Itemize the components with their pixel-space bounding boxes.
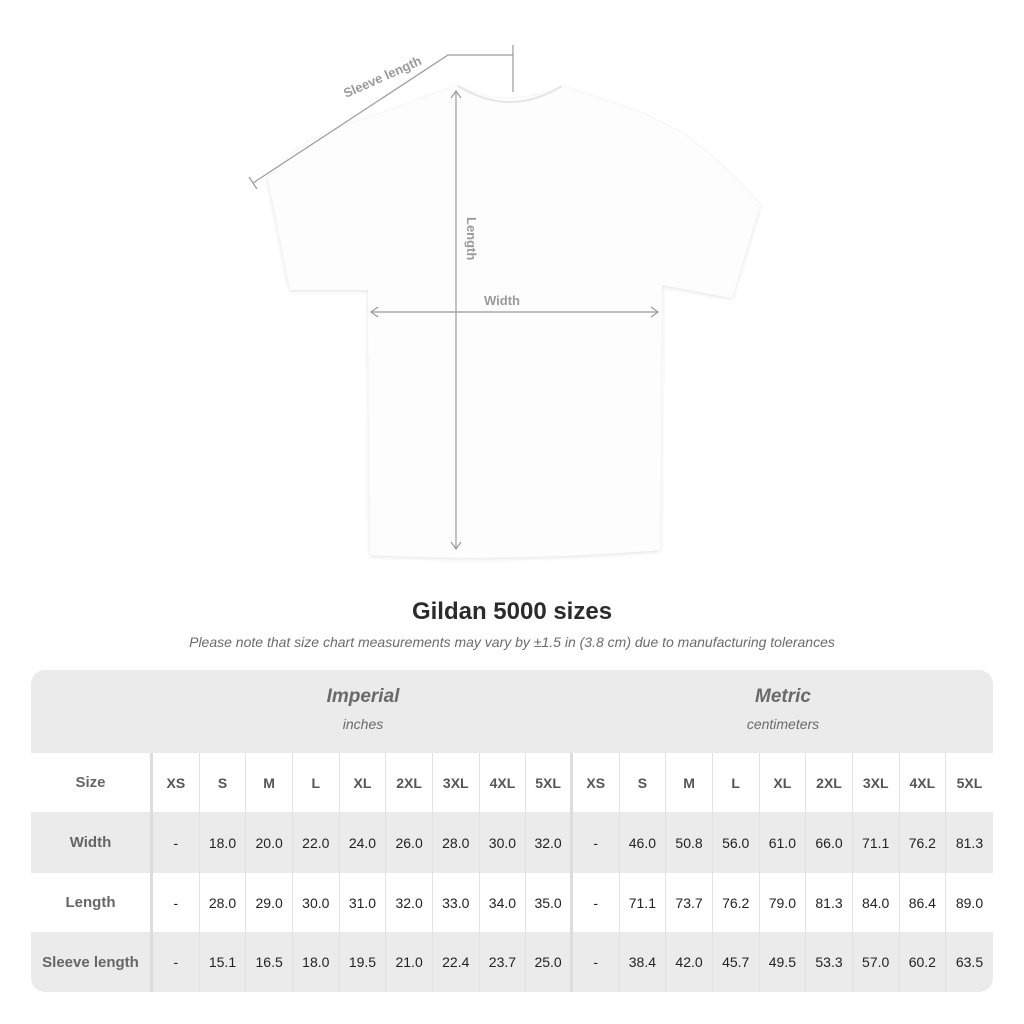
table-cell: 45.7 bbox=[713, 932, 760, 992]
table-cell: 18.0 bbox=[293, 932, 340, 992]
table-cell: 24.0 bbox=[340, 812, 387, 873]
table-cell: 81.3 bbox=[806, 873, 853, 932]
imperial-header: Imperial inches bbox=[153, 686, 573, 732]
size-header-cell: L bbox=[713, 753, 760, 812]
table-cell: - bbox=[573, 812, 620, 873]
table-cell: 60.2 bbox=[900, 932, 947, 992]
tshirt-shape bbox=[268, 86, 760, 558]
size-header-row: Size XS S M L XL 2XL 3XL 4XL 5XL XS S M L XL 2XL 3XL 4XL 5… bbox=[31, 753, 993, 812]
table-cell: 19.5 bbox=[340, 932, 387, 992]
table-cell: 63.5 bbox=[955, 954, 984, 970]
size-header-cell: XS bbox=[573, 753, 620, 812]
table-cell: 42.0 bbox=[666, 932, 713, 992]
table-cell: 38.4 bbox=[620, 932, 667, 992]
metric-unit: centimeters bbox=[746, 716, 820, 732]
size-header-cell: 4XL bbox=[480, 753, 527, 812]
table-cell: 73.7 bbox=[666, 873, 713, 932]
size-header-cell: 2XL bbox=[386, 753, 433, 812]
table-row: Length -28.0 29.0 30.0 31.0 32.0 33.0 34.0 35.0-… bbox=[31, 873, 993, 932]
table-cell: 30.0 bbox=[293, 873, 340, 932]
table-cell: 57.0 bbox=[853, 932, 900, 992]
size-table: Imperial inches Metric centimeters Size XS S… bbox=[31, 670, 993, 992]
table-cell: 22.0 bbox=[293, 812, 340, 873]
imperial-unit: inches bbox=[342, 716, 384, 732]
table-cell: 50.8 bbox=[666, 812, 713, 873]
sleeve-length-label: Sleeve length bbox=[341, 53, 424, 101]
table-cell: 84.0 bbox=[853, 873, 900, 932]
size-header-cell: 4XL bbox=[900, 753, 947, 812]
length-label: Length bbox=[464, 217, 479, 260]
size-header-cell: L bbox=[293, 753, 340, 812]
row-label: Sleeve length bbox=[31, 932, 153, 992]
table-cell: 81.3 bbox=[955, 834, 984, 851]
tolerance-note: Please note that size chart measurements… bbox=[189, 634, 835, 650]
table-header: Imperial inches Metric centimeters bbox=[31, 670, 993, 753]
table-cell: 32.0 bbox=[526, 812, 573, 873]
table-cell: 89.0 bbox=[955, 894, 984, 911]
table-cell: 61.0 bbox=[760, 812, 807, 873]
row-label: Length bbox=[31, 873, 153, 932]
table-cell: 33.0 bbox=[433, 873, 480, 932]
size-header-cell: 3XL bbox=[433, 753, 480, 812]
size-header-cell: 5XL bbox=[956, 774, 983, 791]
row-label: Width bbox=[31, 812, 153, 873]
imperial-title: Imperial bbox=[326, 686, 400, 707]
table-cell: 18.0 bbox=[200, 812, 247, 873]
table-cell: 86.4 bbox=[900, 873, 947, 932]
table-cell: - bbox=[573, 873, 620, 932]
table-cell: 79.0 bbox=[760, 873, 807, 932]
table-cell: 53.3 bbox=[806, 932, 853, 992]
metric-title: Metric bbox=[755, 686, 811, 707]
table-cell: 31.0 bbox=[340, 873, 387, 932]
size-header-cell: 5XL bbox=[526, 753, 573, 812]
table-cell: 29.0 bbox=[246, 873, 293, 932]
table-cell: 16.5 bbox=[246, 932, 293, 992]
size-header-cell: S bbox=[200, 753, 247, 812]
size-header-cell: 3XL bbox=[853, 753, 900, 812]
table-cell: 20.0 bbox=[246, 812, 293, 873]
size-header-cell: M bbox=[666, 753, 713, 812]
metric-header: Metric centimeters bbox=[573, 686, 993, 732]
table-cell: 23.7 bbox=[480, 932, 527, 992]
table-cell: 26.0 bbox=[386, 812, 433, 873]
table-cell: 46.0 bbox=[620, 812, 667, 873]
table-cell: - bbox=[153, 873, 200, 932]
table-cell: - bbox=[153, 812, 200, 873]
table-cell: 34.0 bbox=[480, 873, 527, 932]
table-row: Sleeve length -15.1 16.5 18.0 19.5 21.0 22.4 23… bbox=[31, 932, 993, 992]
table-cell: 30.0 bbox=[480, 812, 527, 873]
table-row: Width -18.0 20.0 22.0 24.0 26.0 28.0 30.0 32.0-4… bbox=[31, 812, 993, 873]
table-cell: 71.1 bbox=[853, 812, 900, 873]
table-cell: 15.1 bbox=[200, 932, 247, 992]
page-title: Gildan 5000 sizes bbox=[411, 598, 613, 625]
table-cell: 76.2 bbox=[713, 873, 760, 932]
size-header-cell: XS bbox=[153, 753, 200, 812]
table-cell: 49.5 bbox=[760, 932, 807, 992]
table-cell: 66.0 bbox=[806, 812, 853, 873]
table-cell: 22.4 bbox=[433, 932, 480, 992]
table-cell: 32.0 bbox=[386, 873, 433, 932]
table-cell: 28.0 bbox=[200, 873, 247, 932]
size-header-cell: 2XL bbox=[806, 753, 853, 812]
table-cell: 56.0 bbox=[713, 812, 760, 873]
table-cell: - bbox=[573, 932, 620, 992]
table-cell: 21.0 bbox=[386, 932, 433, 992]
table-cell: 28.0 bbox=[433, 812, 480, 873]
table-cell: 25.0 bbox=[526, 932, 573, 992]
size-header-cell: S bbox=[620, 753, 667, 812]
table-cell: - bbox=[153, 932, 200, 992]
table-cell: 35.0 bbox=[526, 873, 573, 932]
size-header-cell: M bbox=[246, 753, 293, 812]
row-label: Size bbox=[31, 753, 153, 812]
width-label: Width bbox=[484, 293, 520, 308]
tshirt-diagram: Sleeve length Length Width bbox=[248, 45, 760, 558]
size-header-cell: XL bbox=[760, 753, 807, 812]
measure-lines bbox=[248, 45, 660, 551]
table-cell: 76.2 bbox=[900, 812, 947, 873]
size-header-cell: XL bbox=[340, 753, 387, 812]
table-cell: 71.1 bbox=[620, 873, 667, 932]
